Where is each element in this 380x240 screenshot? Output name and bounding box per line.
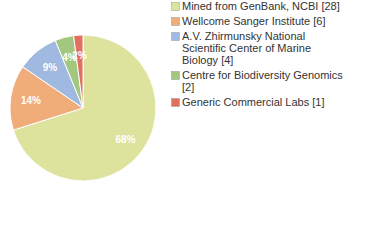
pie [10,35,156,181]
legend-swatch [172,99,180,107]
data-label: 68% [115,134,135,145]
chart: 68%14%9%4%2%Mined from GenBank, NCBI [28… [0,0,380,240]
legend-label: A.V. Zhirmunsky NationalScientific Cente… [182,30,311,66]
data-label: 2% [72,50,87,61]
legend-swatch [172,33,180,41]
data-labels: 68%14%9%4%2% [21,50,136,144]
legend-label: Centre for Biodiversity Genomics[2] [182,69,343,93]
slice [55,36,83,108]
legend-swatch [172,3,180,11]
legend-label: Generic Commercial Labs [1] [182,96,324,108]
legend-label: Mined from GenBank, NCBI [28] [182,0,340,12]
legend-swatch [172,18,180,26]
legend-label: Wellcome Sanger Institute [6] [182,15,325,27]
legend: Mined from GenBank, NCBI [28] Wellcome Sa… [172,0,344,108]
slice [74,35,83,108]
legend-swatch [172,72,180,80]
data-label: 9% [43,62,58,73]
data-label: 14% [21,95,41,106]
